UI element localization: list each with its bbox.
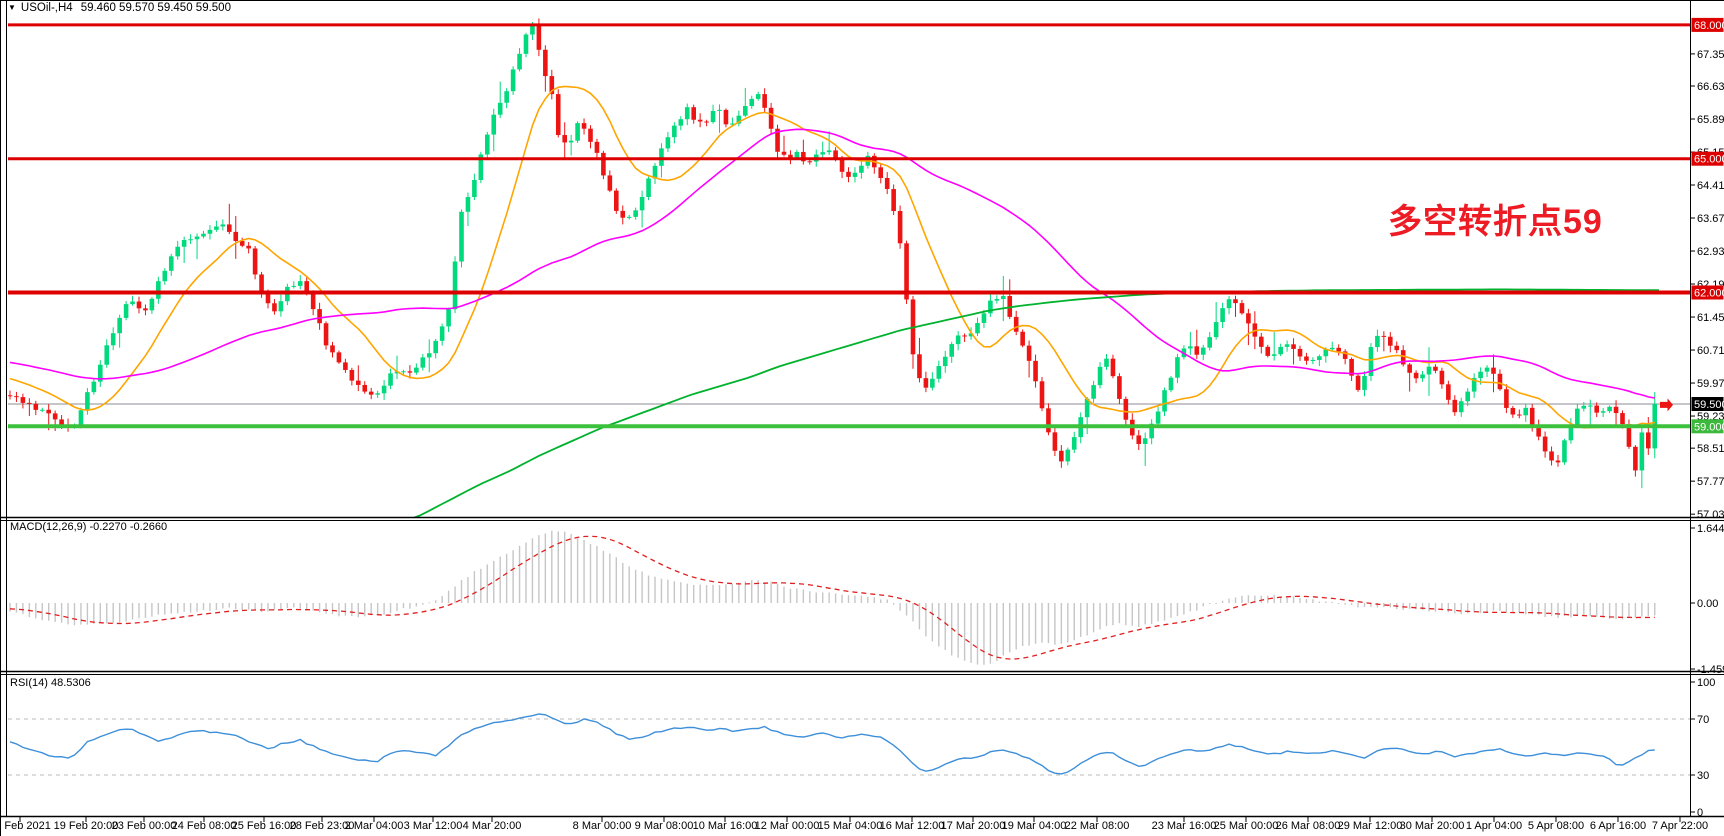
svg-text:23 Mar 16:00: 23 Mar 16:00 — [1152, 820, 1217, 832]
macd-pane[interactable] — [8, 520, 1690, 672]
price-axis[interactable]: 67.35066.63065.89065.15064.41063.67062.9… — [1690, 17, 1724, 521]
svg-text:61.450: 61.450 — [1697, 312, 1724, 324]
svg-text:25 Feb 16:00: 25 Feb 16:00 — [232, 820, 297, 832]
svg-text:66.630: 66.630 — [1697, 81, 1724, 93]
svg-text:59.500: 59.500 — [1694, 399, 1724, 411]
title-row: ▼ USOil-,H4 59.460 59.570 59.450 59.500 — [8, 2, 231, 14]
main-chart-pane[interactable] — [8, 1, 1690, 518]
annotation-text: 多空转折点59 — [1388, 203, 1603, 241]
symbol-period-label: USOil-,H4 — [20, 2, 73, 14]
svg-text:19 Feb 20:00: 19 Feb 20:00 — [54, 820, 119, 832]
svg-text:65.000: 65.000 — [1694, 154, 1724, 166]
macd-indicator-label: MACD(12,26,9) -0.2270 -0.2660 — [10, 521, 168, 533]
price-badge-59.500: 59.500 — [1691, 397, 1724, 411]
svg-text:60.710: 60.710 — [1697, 345, 1724, 357]
svg-text:18 Feb 2021: 18 Feb 2021 — [0, 820, 51, 832]
svg-text:5 Apr 08:00: 5 Apr 08:00 — [1528, 820, 1584, 832]
svg-text:58.510: 58.510 — [1697, 443, 1724, 455]
price-badge-59.000: 59.000 — [1691, 419, 1724, 434]
rsi-indicator-label: RSI(14) 48.5306 — [10, 677, 91, 689]
svg-text:28 Feb 23:00: 28 Feb 23:00 — [290, 820, 355, 832]
svg-text:59.970: 59.970 — [1697, 378, 1724, 390]
rsi-line — [9, 713, 1655, 775]
svg-text:9 Mar 08:00: 9 Mar 08:00 — [635, 820, 694, 832]
svg-text:16 Mar 12:00: 16 Mar 12:00 — [880, 820, 945, 832]
svg-text:62.000: 62.000 — [1694, 288, 1724, 300]
svg-text:3 Mar 12:00: 3 Mar 12:00 — [404, 820, 463, 832]
svg-text:8 Mar 00:00: 8 Mar 00:00 — [573, 820, 632, 832]
svg-text:62.930: 62.930 — [1697, 246, 1724, 258]
ma-slow-line — [9, 128, 1655, 399]
svg-text:-1.4594: -1.4594 — [1697, 664, 1724, 676]
svg-text:0.00: 0.00 — [1697, 598, 1718, 610]
svg-text:10 Mar 16:00: 10 Mar 16:00 — [693, 820, 758, 832]
price-badge-68.000: 68.000 — [1691, 17, 1724, 32]
svg-text:59.000: 59.000 — [1694, 421, 1724, 433]
svg-text:23 Feb 00:00: 23 Feb 00:00 — [112, 820, 177, 832]
svg-text:24 Feb 08:00: 24 Feb 08:00 — [172, 820, 237, 832]
svg-text:19 Mar 04:00: 19 Mar 04:00 — [1002, 820, 1067, 832]
svg-text:6 Apr 16:00: 6 Apr 16:00 — [1590, 820, 1646, 832]
svg-text:64.410: 64.410 — [1697, 180, 1724, 192]
svg-text:29 Mar 12:00: 29 Mar 12:00 — [1338, 820, 1403, 832]
svg-text:26 Mar 08:00: 26 Mar 08:00 — [1276, 820, 1341, 832]
svg-text:17 Mar 20:00: 17 Mar 20:00 — [941, 820, 1006, 832]
ohlc-quote-label: 59.460 59.570 59.450 59.500 — [80, 2, 231, 14]
collapse-chart-icon[interactable]: ▼ — [8, 3, 16, 12]
price-badge-65.000: 65.000 — [1691, 151, 1724, 166]
svg-text:0: 0 — [1697, 807, 1703, 819]
svg-text:1.6446: 1.6446 — [1697, 523, 1724, 535]
svg-text:100: 100 — [1697, 677, 1715, 689]
svg-text:30: 30 — [1697, 770, 1709, 782]
svg-text:68.000: 68.000 — [1694, 20, 1724, 32]
svg-text:1 Apr 04:00: 1 Apr 04:00 — [1466, 820, 1522, 832]
svg-text:63.670: 63.670 — [1697, 213, 1724, 225]
price-badge-62.000: 62.000 — [1691, 285, 1724, 300]
macd-axis[interactable]: 1.6446 0.00 -1.4594 — [1690, 523, 1724, 676]
svg-text:22 Mar 08:00: 22 Mar 08:00 — [1065, 820, 1130, 832]
svg-text:70: 70 — [1697, 714, 1709, 726]
svg-text:57.770: 57.770 — [1697, 476, 1724, 488]
svg-text:2 Mar 04:00: 2 Mar 04:00 — [345, 820, 404, 832]
macd-histogram — [9, 530, 1656, 665]
price-arrow-icon — [1660, 398, 1673, 412]
rsi-pane[interactable] — [8, 674, 1690, 816]
candlestick-series — [8, 18, 1658, 489]
svg-text:7 Apr 22:00: 7 Apr 22:00 — [1652, 820, 1708, 832]
svg-text:67.350: 67.350 — [1697, 49, 1724, 61]
ma-fast-line — [9, 85, 1655, 429]
svg-text:65.890: 65.890 — [1697, 114, 1724, 126]
rsi-axis[interactable]: 100 70 30 0 — [1690, 677, 1715, 819]
svg-text:4 Mar 20:00: 4 Mar 20:00 — [463, 820, 522, 832]
svg-text:25 Mar 00:00: 25 Mar 00:00 — [1214, 820, 1279, 832]
svg-text:30 Mar 20:00: 30 Mar 20:00 — [1400, 820, 1465, 832]
svg-text:57.030: 57.030 — [1697, 509, 1724, 521]
svg-text:12 Mar 00:00: 12 Mar 00:00 — [755, 820, 820, 832]
svg-text:15 Mar 04:00: 15 Mar 04:00 — [818, 820, 883, 832]
